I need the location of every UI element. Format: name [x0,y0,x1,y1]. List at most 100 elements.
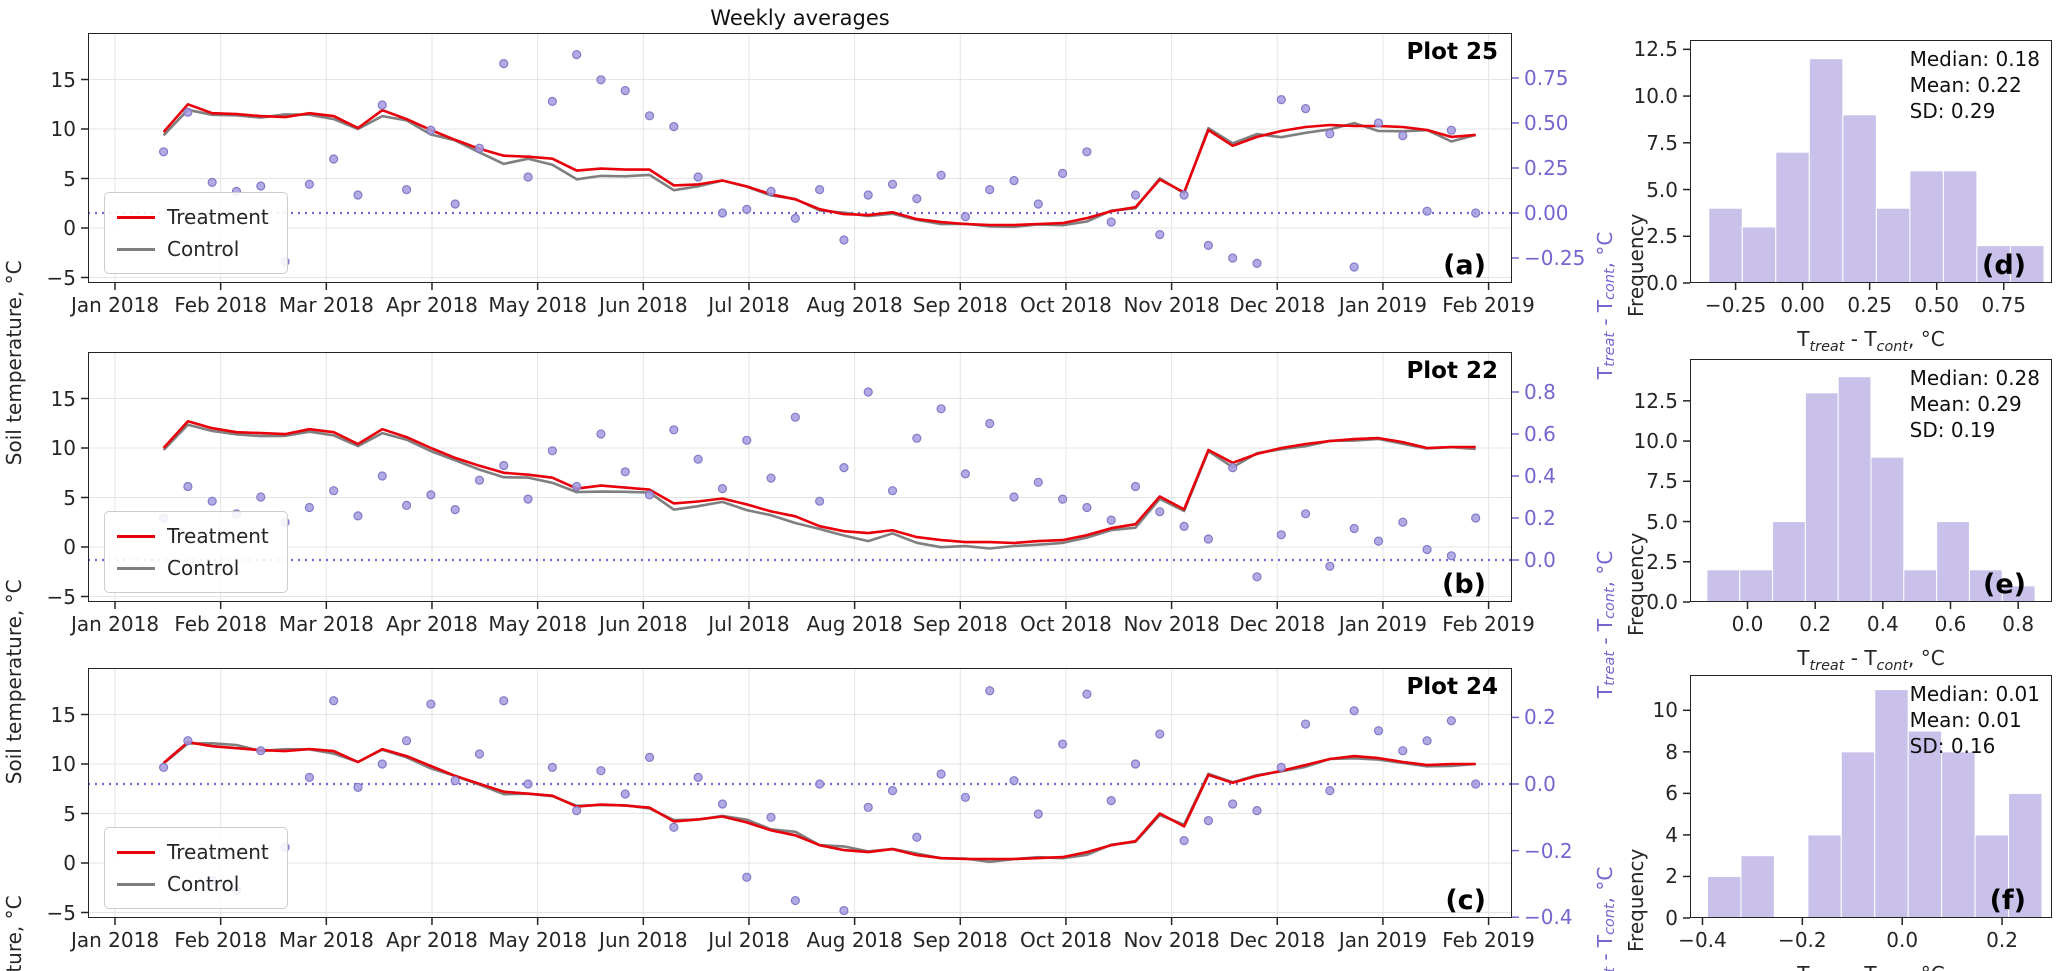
y-axis-label-left: Soil temperature, °C [2,260,26,466]
x-tick-label: Feb 2018 [174,928,267,952]
panel-letter: (d) [1981,250,2026,281]
y-tick-label-left: 10 [50,752,76,776]
legend-item-control: Control [117,233,269,265]
y-tick-label-left: 5 [63,166,76,191]
legend-label: Treatment [167,524,269,548]
histogram-panel-d: Frequency Median: 0.18 Mean: 0.22 SD: 0.… [1624,37,2052,355]
stats-annotation: Median: 0.01 Mean: 0.01 SD: 0.16 [1909,682,2040,758]
x-tick-label: 0.2 [1799,612,1832,636]
x-tick-label: 0.0 [1731,612,1764,636]
y-tick-label-right: 0.0 [1524,548,1556,572]
y-tick-label-left: 12.5 [1633,388,1678,413]
x-tick-label: Mar 2018 [278,928,374,952]
y-tick-label-right: 0.6 [1524,422,1556,446]
y-tick-label-right: −0.2 [1524,838,1573,863]
legend-item-treatment: Treatment [117,201,269,233]
frequency-axis-label: Frequency [1624,848,1648,952]
x-tick-label: Apr 2018 [386,612,478,636]
x-tick-label: Dec 2018 [1229,293,1326,317]
plot-title: Plot 24 [1406,674,1498,700]
x-tick-label: Jan 2019 [1338,928,1427,952]
x-tick-label: 0.50 [1914,293,1959,317]
timeseries-panel-b: Soil temperature, °C Ttreat - Tcont, °C … [2,352,1618,784]
y-tick-label-left: 2 [1665,864,1678,889]
x-tick-label: Oct 2018 [1020,928,1112,952]
legend-item-control: Control [117,552,269,584]
treatment-line-swatch [117,534,155,538]
x-tick-label: Jun 2018 [599,928,688,952]
histogram-canvas-e [1683,376,2036,609]
y-tick-label-left: 0.0 [1646,271,1678,295]
x-tick-label: Jan 2019 [1338,612,1427,636]
plot-canvas-b [81,352,1519,609]
x-tick-label: 0.8 [2002,612,2035,636]
x-tick-label: Sep 2018 [912,293,1008,317]
x-tick-label: Jan 2018 [70,612,160,636]
y-tick-label-right: 0.25 [1524,156,1569,180]
plot-canvas-a [81,33,1519,290]
timeseries-panel-a: Soil temperature, °C Ttreat - Tcont, °C … [2,33,1618,465]
y-tick-label-left: 0 [63,216,76,240]
x-tick-label: Oct 2018 [1020,612,1112,636]
x-tick-label: Mar 2018 [278,612,374,636]
y-tick-label-left: −5 [46,584,76,609]
legend-item-control: Control [117,868,269,900]
control-line-swatch [117,566,155,570]
panel-letter: (a) [1443,250,1486,281]
panel-letter: (e) [1983,569,2026,600]
legend-label: Control [167,556,240,580]
x-tick-label: Jul 2018 [708,612,790,636]
y-tick-label-left: −5 [46,900,76,925]
y-tick-label-left: 10 [50,436,76,460]
x-tick-label: May 2018 [488,928,587,952]
x-tick-label: Aug 2018 [806,928,903,952]
x-tick-label: Oct 2018 [1020,293,1112,317]
y-axis-label-left: Soil temperature, °C [2,579,26,785]
histogram-canvas-d [1683,48,2045,290]
x-tick-label: Jun 2018 [599,612,688,636]
y-tick-label-left: 0 [63,851,76,875]
y-tick-label-left: 8 [1665,739,1678,764]
y-tick-label-left: 15 [50,702,76,727]
histogram-canvas-f [1683,689,2043,925]
histogram-panel-f: Frequency Median: 0.01 Mean: 0.01 SD: 0.… [1624,675,2052,971]
x-tick-label: Feb 2018 [174,612,267,636]
x-axis-label: Ttreat - Tcont, °C [1797,646,1945,674]
y-tick-label-right: 0.75 [1524,66,1569,90]
y-tick-label-left: −5 [46,265,76,290]
stats-annotation: Median: 0.18 Mean: 0.22 SD: 0.29 [1909,47,2040,123]
panel-letter: (c) [1445,885,1486,916]
y-tick-label-right: 0.0 [1524,772,1556,796]
y-tick-label-left: 5.0 [1646,509,1678,534]
legend-item-treatment: Treatment [117,836,269,868]
x-tick-label: −0.2 [1778,928,1827,952]
figure-title: Weekly averages [710,6,890,30]
y-tick-label-left: 12.5 [1633,37,1678,62]
x-axis-label: Ttreat - Tcont, °C [1797,327,1945,355]
legend: Treatment Control [104,511,288,593]
y-tick-label-right: 0.4 [1524,464,1556,488]
timeseries-panel-c: Soil temperature, °C Ttreat - Tcont, °C … [2,668,1618,971]
legend-label: Control [167,237,240,261]
x-tick-label: Feb 2019 [1442,928,1535,952]
frequency-axis-label: Frequency [1624,213,1648,317]
y-tick-label-left: 5.0 [1646,177,1678,202]
y-tick-label-right: 0.00 [1524,201,1569,225]
x-tick-label: Jan 2018 [70,928,160,952]
y-tick-label-right: 0.50 [1524,111,1569,135]
y-tick-label-left: 7.5 [1646,130,1678,155]
stats-annotation: Median: 0.28 Mean: 0.29 SD: 0.19 [1909,366,2040,442]
y-tick-label-left: 10.0 [1633,84,1678,109]
x-tick-label: Jul 2018 [708,293,790,317]
panel-letter: (f) [1989,885,2026,916]
x-tick-label: Nov 2018 [1123,293,1220,317]
y-tick-label-left: 15 [50,67,76,92]
x-tick-label: Nov 2018 [1123,612,1220,636]
x-tick-label: Jul 2018 [708,928,790,952]
x-tick-label: Aug 2018 [806,293,903,317]
plot-title: Plot 25 [1406,39,1498,65]
control-line-swatch [117,247,155,251]
x-tick-label: Dec 2018 [1229,928,1326,952]
y-tick-label-left: 5 [63,485,76,510]
